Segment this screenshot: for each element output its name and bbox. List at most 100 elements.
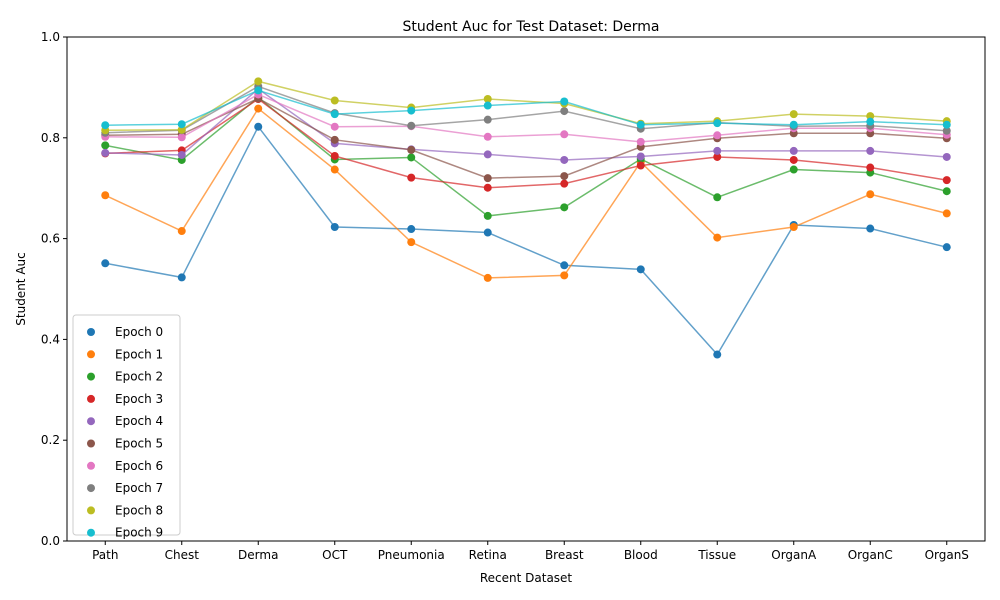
legend-label: Epoch 5 [115, 437, 163, 451]
data-point [407, 153, 416, 162]
legend-marker [87, 328, 95, 336]
data-point [713, 119, 722, 128]
data-point [483, 150, 492, 159]
data-point [942, 120, 951, 129]
data-point [713, 131, 722, 140]
series-line-epoch-1 [104, 107, 947, 279]
data-point [560, 179, 569, 188]
legend-marker [87, 394, 95, 403]
data-point [407, 173, 416, 182]
data-point [330, 165, 339, 174]
data-point [407, 238, 416, 247]
series-line-epoch-7 [105, 85, 947, 134]
legend-label: Epoch 9 [115, 526, 163, 540]
chart-title: Student Auc for Test Dataset: Derma [403, 19, 660, 35]
data-point [636, 120, 645, 129]
data-point [713, 350, 722, 359]
data-point [942, 187, 951, 196]
data-point [101, 191, 110, 200]
series-line-epoch-3 [105, 98, 947, 189]
legend-marker [87, 372, 95, 381]
series-epoch-9 [101, 86, 951, 130]
legend-label: Epoch 3 [115, 392, 163, 406]
legend-item: Epoch 4 [87, 414, 163, 428]
data-point [177, 125, 186, 134]
axes-layer: 0.0 0.2 0.4 0.6 0.8 1.0 Path Chest Derma OCT Pneum… [41, 30, 986, 562]
series-line-epoch-9 [105, 89, 947, 126]
legend-item: Epoch 5 [87, 437, 163, 451]
data-point [560, 155, 569, 164]
data-point [254, 86, 263, 95]
data-point [483, 228, 492, 237]
data-point [942, 176, 951, 185]
legend-label: Epoch 2 [115, 370, 163, 384]
legend-item: Epoch 7 [87, 481, 163, 495]
data-point [177, 273, 186, 282]
series-epoch-0 [101, 122, 951, 359]
data-point [866, 163, 875, 172]
data-point [636, 152, 645, 161]
legend-item: Epoch 2 [87, 370, 163, 384]
legend-marker [87, 461, 95, 470]
x-tick-label: OrganC [848, 548, 893, 562]
data-point [942, 126, 951, 135]
y-tick-label: 0.4 [41, 332, 60, 346]
data-point [254, 122, 263, 131]
data-point [713, 233, 722, 242]
data-point [330, 110, 339, 119]
plot-frame [66, 36, 986, 542]
data-point [560, 203, 569, 212]
data-point [101, 259, 110, 268]
data-point [942, 243, 951, 252]
y-tick-label: 0.2 [41, 433, 60, 447]
data-point [560, 130, 569, 139]
y-tick-label: 1.0 [41, 30, 60, 44]
legend-item: Epoch 9 [87, 526, 163, 540]
series-line-epoch-0 [105, 125, 947, 356]
data-point [636, 265, 645, 274]
data-point [483, 211, 492, 220]
legend-marker [87, 506, 95, 515]
y-axis-title: Student Auc [14, 252, 28, 325]
series-line-epoch-5 [105, 97, 947, 179]
data-point [407, 225, 416, 234]
series-line-epoch-8 [105, 80, 947, 131]
data-point [942, 152, 951, 161]
legend-label: Epoch 0 [115, 325, 163, 339]
series-layer [101, 77, 951, 359]
x-tick-label: Path [92, 548, 118, 562]
data-point [560, 261, 569, 270]
x-tick-label: Tissue [697, 548, 736, 562]
y-tick-label: 0.8 [41, 131, 60, 145]
legend-marker [87, 439, 95, 448]
data-point [789, 110, 798, 119]
legend-marker [87, 484, 95, 493]
legend: Epoch 0 Epoch 1 Epoch 2 Epoch 3 Epoch 4 Epoch… [72, 314, 181, 540]
data-point [330, 122, 339, 131]
legend-item: Epoch 1 [87, 347, 163, 361]
data-point [407, 145, 416, 154]
data-point [560, 172, 569, 181]
data-point [330, 135, 339, 144]
legend-label: Epoch 8 [115, 503, 163, 517]
legend-label: Epoch 7 [115, 481, 163, 495]
data-point [407, 121, 416, 130]
data-point [789, 120, 798, 129]
legend-box [72, 314, 181, 536]
legend-label: Epoch 6 [115, 459, 163, 473]
data-point [942, 209, 951, 218]
data-point [560, 97, 569, 106]
data-point [254, 77, 263, 86]
data-point [177, 150, 186, 159]
data-point [101, 141, 110, 150]
legend-item: Epoch 0 [87, 325, 163, 339]
x-tick-label: Breast [545, 548, 584, 562]
data-point [560, 107, 569, 116]
legend-label: Epoch 4 [115, 414, 163, 428]
legend-label: Epoch 1 [115, 347, 163, 361]
data-point [330, 223, 339, 232]
data-point [483, 94, 492, 103]
y-tick-label: 0.6 [41, 232, 60, 246]
legend-marker [87, 417, 95, 426]
data-point [789, 155, 798, 164]
